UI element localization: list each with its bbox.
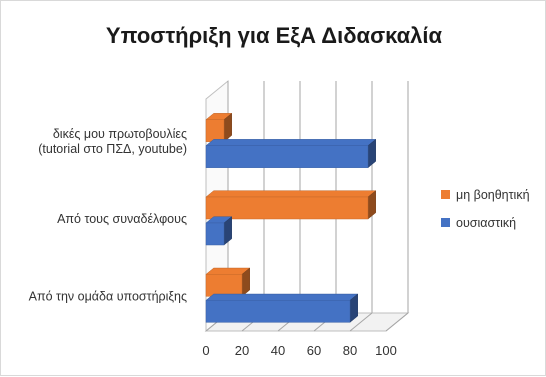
x-tick-label: 100 [375,343,397,358]
legend-item: ουσιαστική [441,216,516,230]
gridline-floor [349,312,373,332]
bar-top-face [205,190,377,198]
bar-μη βοηθητική-2 [205,267,251,297]
bar-top-face [205,293,359,301]
category-label-line: (tutorial στο ΠΣΔ, youtube) [38,142,187,156]
bars-layer [205,112,377,323]
bar-front-face [205,145,369,168]
bar-front-face [205,222,225,246]
gridline-floor [385,312,409,332]
x-tick-label: 20 [235,343,249,358]
bar-ουσιαστική-1 [205,216,233,246]
category-label: δικές μου πρωτοβουλίες (tutorial στο ΠΣΔ,… [38,127,187,156]
legend: μη βοηθητική ουσιαστική [441,188,530,230]
legend-item: μη βοηθητική [441,188,530,202]
chart-title: Υποστήριξη για ΕξΑ Διδασκαλία [106,23,443,48]
bar-front-face [205,196,369,220]
x-tick-label: 80 [343,343,357,358]
category-label: Από τους συναδέλφους [57,212,187,226]
category-labels: δικές μου πρωτοβουλίες (tutorial στο ΠΣΔ,… [29,127,187,303]
bar-μη βοηθητική-1 [205,190,377,220]
x-tick-label: 60 [307,343,321,358]
x-tick-label: 40 [271,343,285,358]
bar-front-face [205,119,225,142]
legend-swatch [441,190,450,199]
legend-label: μη βοηθητική [456,188,530,202]
category-label: Από την ομάδα υποστήριξης [29,289,187,303]
bar-front-face [205,274,243,297]
bar-front-face [205,300,351,323]
category-label-line: Από τους συναδέλφους [57,212,187,226]
category-label-line: Από την ομάδα υποστήριξης [29,289,187,303]
x-tick-label: 0 [202,343,209,358]
x-axis-ticks: 0 20 40 60 80 100 [202,343,396,358]
bar-ουσιαστική-2 [205,293,359,323]
bar-μη βοηθητική-0 [205,112,233,143]
bar-ουσιαστική-0 [205,138,377,169]
legend-swatch [441,218,450,227]
category-label-line: δικές μου πρωτοβουλίες [53,127,187,141]
legend-label: ουσιαστική [456,216,516,230]
bar-top-face [205,139,377,146]
